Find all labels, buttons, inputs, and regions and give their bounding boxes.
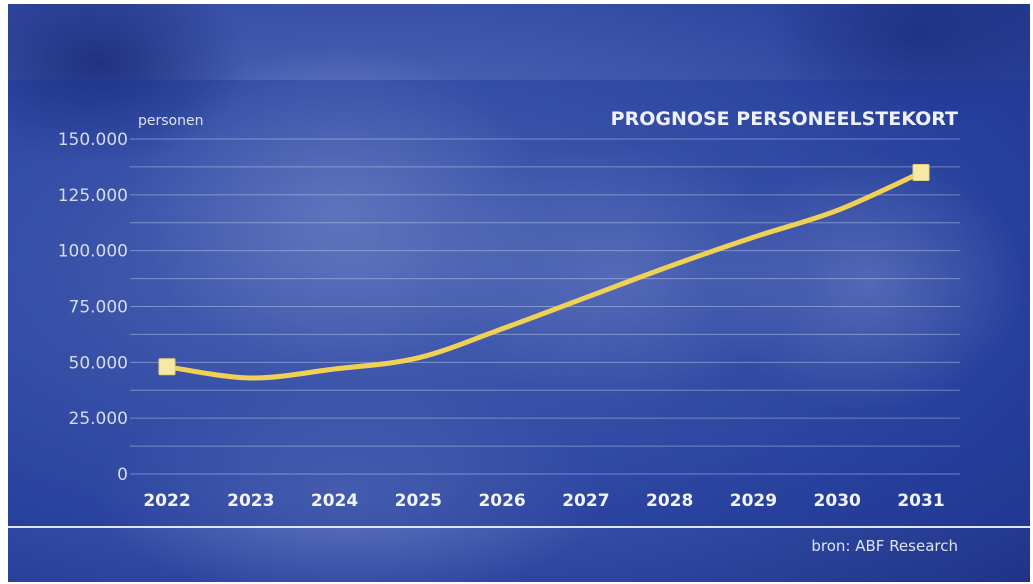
x-tick-label: 2023 [227, 491, 274, 511]
x-tick-label: 2027 [562, 491, 609, 511]
y-axis-ticks: 0 25.000 50.000 75.000 100.000 125.000 150.000 [58, 130, 128, 485]
y-tick-label: 75.000 [69, 298, 128, 318]
x-axis-ticks: 2022 2023 2024 2025 2026 2027 2028 2029 2030 2031 [143, 491, 944, 511]
series-line [164, 170, 924, 381]
x-tick-label: 2030 [814, 491, 861, 511]
x-tick-label: 2024 [311, 491, 358, 511]
x-tick-label: 2025 [395, 491, 442, 511]
x-tick-label: 2031 [897, 491, 944, 511]
y-tick-label: 150.000 [58, 130, 128, 150]
data-point-marker [912, 164, 930, 181]
x-tick-label: 2029 [730, 491, 777, 511]
bg-shape [88, 384, 608, 582]
gridlines [130, 138, 960, 475]
y-tick-label: 125.000 [58, 186, 128, 206]
y-axis-unit: personen [138, 113, 203, 129]
y-tick-label: 100.000 [58, 242, 128, 262]
series-layer [158, 164, 930, 381]
x-tick-label: 2022 [143, 491, 190, 511]
chart-panel [8, 80, 1030, 528]
footer-divider [8, 526, 1030, 528]
source-note: bron: ABF Research [811, 537, 958, 555]
chart-title: PROGNOSE PERSONEELSTEKORT [611, 108, 958, 130]
x-tick-label: 2026 [478, 491, 525, 511]
y-tick-label: 0 [117, 465, 128, 485]
y-tick-label: 25.000 [69, 409, 128, 429]
chart-frame: bron: ABF Research [8, 4, 1030, 582]
y-tick-label: 50.000 [69, 353, 128, 373]
data-point-marker [158, 358, 176, 376]
x-tick-label: 2028 [646, 491, 693, 511]
